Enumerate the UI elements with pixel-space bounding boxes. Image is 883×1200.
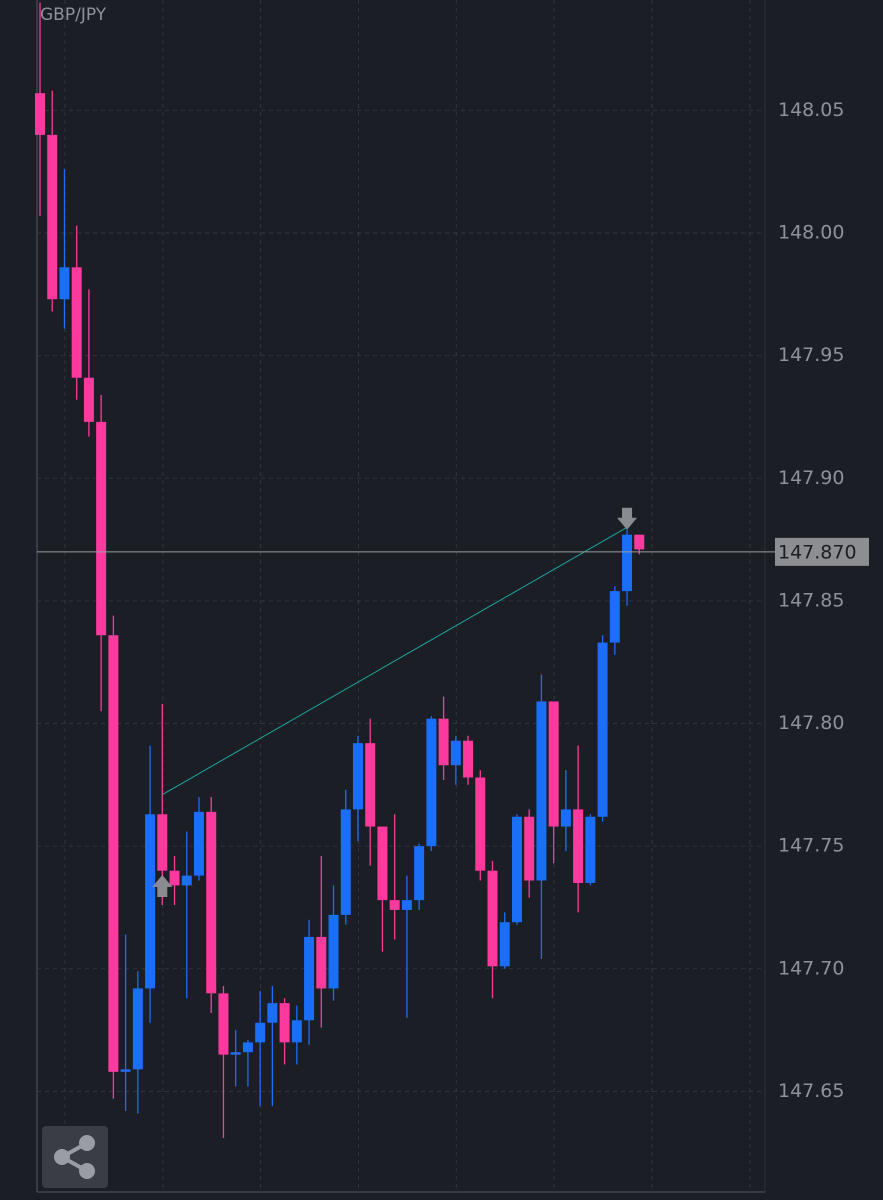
- y-tick-label: 147.75: [778, 835, 844, 857]
- candle-body: [96, 421, 107, 636]
- candle-body: [206, 811, 217, 994]
- y-tick-label: 148.00: [778, 222, 844, 244]
- y-tick-label: 147.90: [778, 467, 844, 489]
- share-button-bg[interactable]: [42, 1126, 108, 1188]
- candle-body: [108, 635, 119, 1072]
- candle-body: [291, 1020, 302, 1043]
- share-icon: [79, 1163, 95, 1179]
- candle-body: [450, 740, 461, 766]
- candle-body: [377, 826, 388, 901]
- candle-body: [218, 993, 229, 1055]
- candle-body: [35, 93, 45, 135]
- candle-body: [279, 1003, 290, 1043]
- candle-body: [487, 870, 498, 967]
- signal-arrow: [152, 875, 173, 898]
- candle-body: [145, 814, 156, 989]
- share-button[interactable]: [42, 1126, 108, 1188]
- candle-body: [71, 267, 82, 378]
- candle-body: [132, 988, 143, 1070]
- candle-body: [609, 591, 620, 643]
- candle-body: [438, 718, 449, 766]
- candle-body: [316, 936, 327, 989]
- candle-body: [511, 816, 522, 923]
- candle-body: [548, 701, 559, 827]
- candle-body: [634, 534, 645, 550]
- candle-body: [304, 936, 315, 1021]
- candle-body: [169, 870, 180, 886]
- candle-body: [157, 814, 168, 871]
- signal-arrow: [617, 507, 638, 530]
- candle-body: [267, 1003, 278, 1023]
- candle-body: [401, 900, 412, 910]
- candle-body: [573, 809, 584, 883]
- candle-body: [622, 534, 633, 592]
- candle-body: [230, 1052, 241, 1055]
- y-tick-label: 148.05: [778, 99, 844, 121]
- candle-body: [365, 743, 376, 827]
- y-tick-label: 147.70: [778, 957, 844, 979]
- candle-body: [193, 811, 204, 876]
- candle-body: [242, 1042, 253, 1053]
- candle-body: [181, 875, 192, 886]
- last-price-box: [775, 537, 869, 566]
- candle-body: [426, 718, 437, 847]
- candle-body: [59, 267, 70, 300]
- candle-body: [536, 701, 547, 881]
- candle-body: [340, 809, 351, 915]
- candle-body: [352, 743, 363, 810]
- candle-body: [83, 377, 94, 422]
- candle-body: [475, 777, 486, 871]
- candle-body: [499, 922, 510, 967]
- candle-body: [585, 816, 596, 883]
- candle-body: [389, 900, 400, 910]
- share-icon: [54, 1149, 70, 1165]
- candle-body: [47, 134, 58, 300]
- candle-body: [597, 642, 608, 817]
- y-tick-label: 147.85: [778, 589, 844, 611]
- candle-body: [414, 846, 425, 901]
- candle-body: [463, 740, 474, 778]
- y-tick-label: 147.95: [778, 344, 844, 366]
- candle-body: [560, 809, 571, 827]
- chart-title: GBP/JPY: [40, 5, 107, 25]
- vertical-grid: [64, 0, 751, 1192]
- candle-body: [255, 1022, 266, 1043]
- candle-body: [524, 816, 535, 881]
- candle-body: [328, 914, 339, 989]
- last-price-label: 147.870: [778, 541, 857, 563]
- trendline: [162, 526, 628, 796]
- y-tick-label: 147.80: [778, 712, 844, 734]
- y-tick-label: 147.65: [778, 1080, 844, 1102]
- share-icon: [79, 1135, 95, 1151]
- candle-body: [120, 1069, 131, 1072]
